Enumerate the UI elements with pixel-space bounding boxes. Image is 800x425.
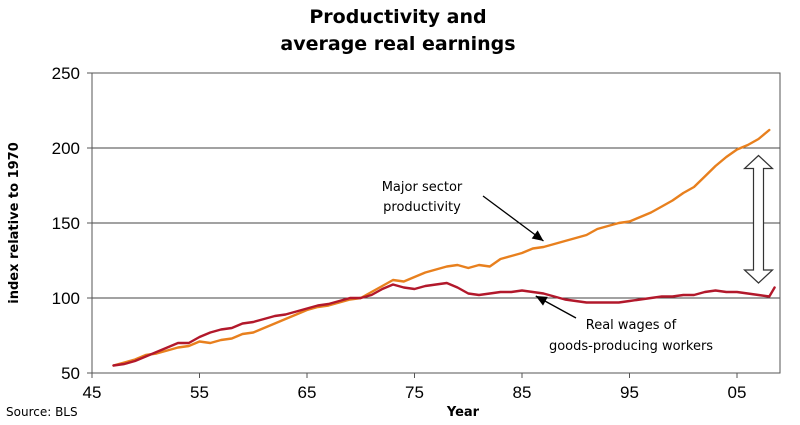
y-axis-label: index relative to 1970 [7, 142, 22, 304]
series-lines [112, 128, 776, 367]
y-axis-ticks: 50 100 150 200 250 [52, 64, 92, 383]
x-tick-label-05: 05 [728, 383, 747, 402]
gap-double-arrow [742, 154, 775, 284]
source-note: Source: BLS [6, 405, 78, 419]
chart-title-line-2: average real earnings [280, 33, 515, 55]
productivity-pointer-shaft [482, 195, 544, 242]
x-tick-label-55: 55 [190, 383, 209, 402]
annotation-arrows [482, 154, 775, 319]
x-axis-ticks: 45 55 65 75 85 95 05 [83, 373, 747, 402]
wages-annotation-line-1: Real wages of [586, 318, 677, 333]
x-tick-label-75: 75 [405, 383, 424, 402]
productivity-line [112, 128, 771, 367]
x-tick-label-45: 45 [83, 383, 102, 402]
productivity-pointer-head [531, 230, 544, 241]
wages-annotation-line-2: goods-producing workers [549, 339, 713, 354]
wages-pointer-head [535, 296, 548, 306]
x-tick-label-85: 85 [513, 383, 532, 402]
real-wages-line [112, 281, 776, 367]
y-tick-label-50: 50 [61, 364, 80, 383]
y-tick-label-250: 250 [52, 64, 80, 83]
y-tick-label-200: 200 [52, 139, 80, 158]
x-tick-label-95: 95 [620, 383, 639, 402]
productivity-annotation-line-1: Major sector [382, 180, 463, 195]
x-tick-label-65: 65 [298, 383, 317, 402]
productivity-annotation-line-2: productivity [383, 200, 461, 215]
chart-title-line-1: Productivity and [309, 6, 486, 28]
gridlines [92, 147, 780, 299]
y-tick-label-100: 100 [52, 289, 80, 308]
x-axis-label: Year [446, 405, 480, 420]
y-tick-label-150: 150 [52, 214, 80, 233]
